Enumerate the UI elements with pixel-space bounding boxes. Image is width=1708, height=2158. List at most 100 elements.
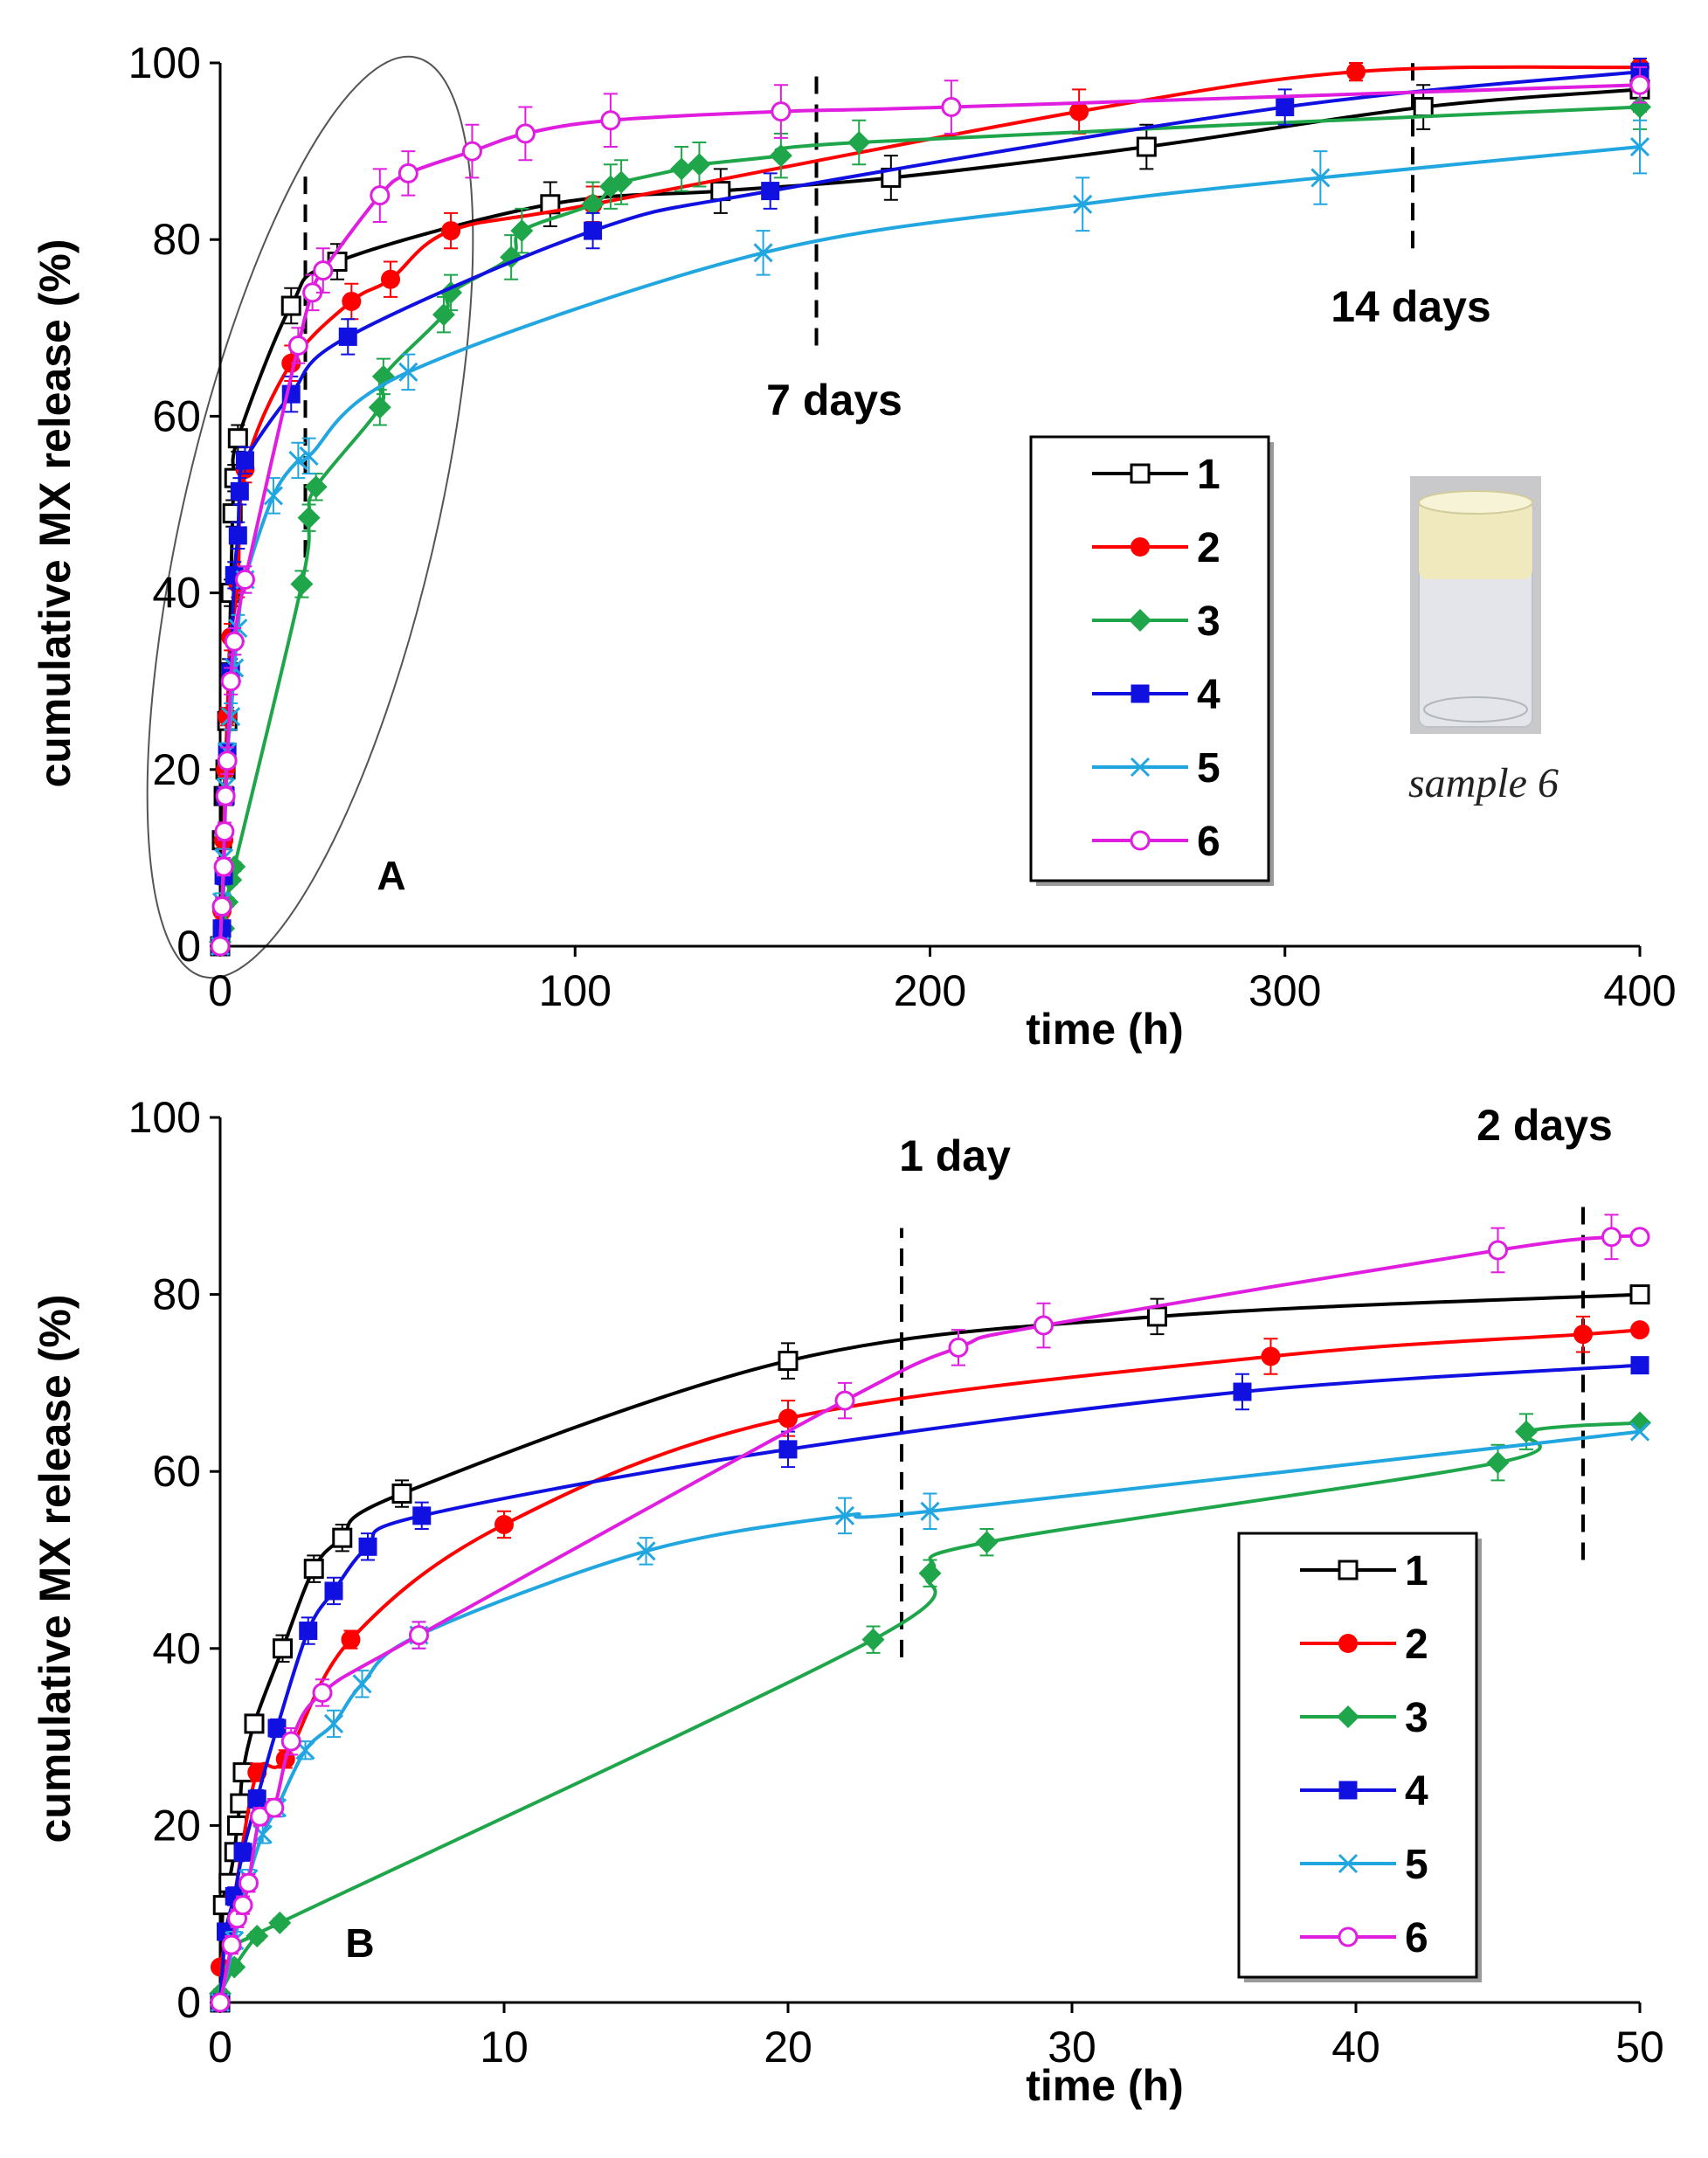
data-point xyxy=(230,1793,251,1814)
data-point xyxy=(220,671,241,692)
legend: 1 2 3 4 5 6 xyxy=(1237,1532,1482,1982)
series-6 xyxy=(210,66,1650,957)
data-point xyxy=(280,1731,301,1752)
y-tick-label: 80 xyxy=(152,1270,201,1319)
data-point xyxy=(1073,194,1093,214)
legend-label: 3 xyxy=(1197,598,1220,645)
data-point xyxy=(323,1713,344,1733)
legend-entry-1: 1 xyxy=(1092,452,1220,498)
legend-entry-4: 4 xyxy=(1092,672,1220,718)
data-point xyxy=(391,1484,412,1504)
x-tick-label: 400 xyxy=(1603,966,1676,1015)
legend-entry-6: 6 xyxy=(1300,1915,1428,1961)
data-point xyxy=(769,144,792,168)
data-point xyxy=(1628,95,1651,119)
data-point xyxy=(263,486,283,506)
data-point xyxy=(1069,101,1089,121)
legend-entry-2: 2 xyxy=(1300,1622,1428,1668)
legend-entry-4: 4 xyxy=(1300,1768,1428,1815)
legend-label: 6 xyxy=(1405,1915,1428,1961)
data-point xyxy=(441,221,461,241)
series-6 xyxy=(210,1214,1650,2013)
legend-label: 4 xyxy=(1197,672,1220,718)
data-point xyxy=(239,1872,259,1893)
legend-marker xyxy=(1337,1705,1359,1728)
y-tick-label: 0 xyxy=(176,922,201,971)
data-point xyxy=(228,526,247,545)
data-point xyxy=(210,1992,231,2013)
data-point xyxy=(1346,62,1366,82)
data-point xyxy=(287,335,308,356)
data-point xyxy=(1573,1325,1593,1345)
y-tick-label: 80 xyxy=(152,215,201,264)
data-point xyxy=(610,170,633,194)
data-point xyxy=(1601,1227,1622,1248)
legend-marker xyxy=(1338,1560,1359,1580)
vial-gel-top xyxy=(1418,490,1533,515)
data-point xyxy=(510,219,534,243)
data-point xyxy=(224,631,245,652)
x-axis-title: time (h) xyxy=(1026,2061,1184,2110)
data-point xyxy=(1276,98,1295,117)
data-point xyxy=(244,1713,265,1734)
legend-entry-5: 5 xyxy=(1300,1842,1428,1888)
legend: 1 2 3 4 5 6 xyxy=(1029,435,1274,886)
data-point xyxy=(1629,1421,1650,1442)
photo-caption: sample 6 xyxy=(1408,760,1559,806)
data-point xyxy=(303,1559,324,1580)
data-point xyxy=(1034,1315,1054,1336)
data-point xyxy=(358,1537,377,1556)
x-tick-label: 200 xyxy=(894,966,966,1015)
data-point xyxy=(515,123,536,144)
data-point xyxy=(213,856,234,877)
y-tick-label: 60 xyxy=(152,391,201,440)
x-tick-label: 300 xyxy=(1248,966,1321,1015)
reference-line-label: 7 days xyxy=(766,376,902,425)
panel-b: 0 20 40 60 80 100 0 10 20 30 40 50 time (h) cumulativ… xyxy=(31,1093,1664,2110)
sample-photo: sample 6 xyxy=(1408,476,1559,806)
data-point xyxy=(227,428,248,449)
data-point xyxy=(861,1628,885,1651)
data-point xyxy=(230,481,249,501)
legend-marker xyxy=(1130,830,1151,851)
legend-label: 3 xyxy=(1405,1695,1428,1741)
panel-tag: B xyxy=(345,1920,374,1966)
data-point xyxy=(247,1789,266,1809)
legend-entry-5: 5 xyxy=(1092,745,1220,792)
data-point xyxy=(412,1506,432,1525)
data-point xyxy=(461,141,482,162)
panel-a: 0 20 40 60 80 100 0 100 200 300 400 time (h) cumulat… xyxy=(31,38,1677,1054)
data-point xyxy=(432,303,455,327)
legend-entry-6: 6 xyxy=(1092,819,1220,865)
y-tick-label: 100 xyxy=(128,38,201,87)
legend-marker xyxy=(1338,1926,1359,1947)
data-point xyxy=(299,1622,318,1641)
legend-box xyxy=(1029,435,1270,882)
x-tick-label: 20 xyxy=(764,2023,813,2072)
y-tick-label: 20 xyxy=(152,745,201,794)
data-point xyxy=(342,291,362,311)
data-point xyxy=(217,750,238,771)
legend-marker xyxy=(1130,757,1151,778)
data-point xyxy=(398,163,418,183)
legend-label: 5 xyxy=(1405,1842,1428,1888)
y-tick-label: 20 xyxy=(152,1801,201,1850)
data-point xyxy=(221,1934,242,1955)
legend-marker xyxy=(1131,684,1150,703)
x-tick-label: 50 xyxy=(1615,2023,1664,2072)
x-axis-title: time (h) xyxy=(1026,1005,1184,1054)
vial-bottom xyxy=(1423,696,1528,723)
data-point xyxy=(288,450,308,471)
y-axis-title: cumulative MX release (%) xyxy=(31,1294,80,1843)
data-point xyxy=(753,243,773,263)
data-point xyxy=(332,1527,353,1548)
data-point xyxy=(1630,1356,1649,1375)
legend-marker xyxy=(1131,537,1150,557)
data-point xyxy=(920,1501,940,1521)
panel-tag: A xyxy=(377,853,405,898)
legend-marker xyxy=(1338,1634,1358,1653)
legend-label: 1 xyxy=(1197,452,1220,498)
legend-marker xyxy=(1129,609,1151,632)
legend-label: 1 xyxy=(1405,1548,1428,1594)
data-point xyxy=(232,1895,253,1916)
